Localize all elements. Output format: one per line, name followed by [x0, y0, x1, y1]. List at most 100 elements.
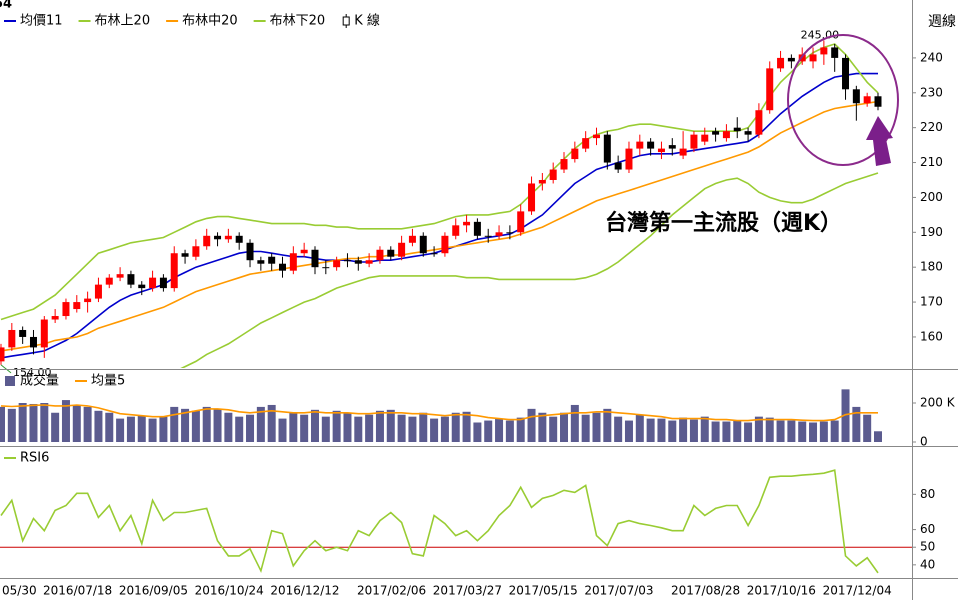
x-tick-label: 2017/10/16 [747, 584, 816, 598]
legend-swatch [342, 16, 350, 26]
annotation: 台灣第一主流股（週K） [605, 210, 842, 236]
candle-body [614, 162, 622, 170]
volume-bar [787, 420, 796, 442]
y-tick-label: 180 [920, 260, 943, 274]
volume-bar [700, 416, 709, 442]
y-tick-label: 220 [920, 120, 943, 134]
candle-body [19, 329, 27, 337]
candle-body [603, 134, 611, 163]
candle-body [733, 127, 741, 132]
volume-bar [722, 421, 731, 442]
candle-body [365, 260, 373, 264]
volume-bar [343, 412, 352, 442]
volume-bar [224, 412, 233, 442]
candle-body [874, 96, 882, 107]
candle-body [84, 298, 92, 303]
candle-body [863, 96, 871, 104]
volume-bar [852, 406, 861, 442]
volume-bar [874, 431, 882, 442]
candle-body [8, 329, 16, 348]
candle-body [701, 134, 709, 142]
candle-body [506, 232, 514, 234]
y-tick-label: 240 [920, 50, 943, 64]
candle-body [170, 253, 178, 289]
highlight-circle [787, 34, 899, 166]
volume-bar [592, 412, 601, 442]
y-tick-label: 160 [920, 329, 943, 343]
candle-body [582, 138, 590, 149]
legend-label: K 線 [354, 13, 380, 29]
volume-bar [581, 414, 590, 442]
candle-body [311, 249, 319, 268]
y-tick-label: 200 [920, 190, 943, 204]
legend-label: RSI6 [20, 451, 49, 466]
candle-body [192, 246, 200, 257]
y-tick-label: 170 [920, 295, 943, 309]
candle-body [452, 225, 460, 236]
volume-bar [181, 408, 190, 442]
volume-bar [549, 416, 558, 442]
candle-body [376, 249, 384, 261]
candle-body [116, 274, 124, 278]
candle-body [354, 260, 362, 264]
candle-body [138, 284, 146, 289]
candle-body [322, 267, 330, 269]
candle-body [571, 148, 579, 160]
volume-bar [657, 418, 666, 442]
volume-bar [830, 420, 839, 442]
candle-body [268, 256, 276, 264]
candle-body [279, 263, 287, 271]
candle-body [387, 249, 395, 257]
volume-bar [29, 403, 38, 442]
volume-bar [679, 417, 688, 442]
volume-bar [798, 421, 807, 442]
candle-body [181, 253, 189, 257]
candle-body [214, 235, 222, 240]
candle-body [246, 242, 254, 261]
volume-bar [397, 414, 406, 442]
legend-label: 布林上20 [95, 14, 151, 29]
candle-body [430, 253, 438, 255]
volume-bar [754, 416, 763, 442]
x-tick-label: 2017/02/06 [357, 584, 426, 598]
candle-body [257, 260, 265, 264]
volume-bar [408, 416, 417, 442]
volume-bar [51, 412, 60, 442]
candle-body [528, 183, 536, 212]
volume-bar [419, 412, 428, 442]
volume-bar [94, 410, 103, 442]
candle-body [755, 110, 763, 135]
volume-bar [40, 403, 49, 442]
volume-bar [18, 403, 27, 442]
volume-bar [159, 416, 168, 442]
volume-bar [332, 410, 341, 442]
volume-bar [484, 420, 493, 442]
legend-label: 布林下20 [270, 14, 326, 29]
volume-bar [365, 414, 374, 442]
x-tick-label: 2016/07/18 [43, 584, 112, 598]
volume-bar [202, 406, 211, 442]
candle-body [787, 57, 795, 62]
candle-body [777, 57, 785, 69]
volume-bar [105, 412, 114, 442]
volume-bar [191, 410, 200, 442]
volume-bar [505, 420, 514, 442]
x-tick-label: 2017/08/28 [671, 584, 740, 598]
candle-body [852, 89, 860, 104]
volume-bar [495, 418, 504, 442]
series-line [0, 43, 879, 321]
volume-bar [624, 420, 633, 442]
candle-body [398, 242, 406, 257]
x-tick-label: 2016/10/24 [195, 584, 264, 598]
volume-bar [7, 408, 16, 442]
candle-body [73, 302, 81, 310]
volume-bar [711, 421, 720, 442]
y-tick-label: 0 [920, 435, 928, 449]
volume-bar [440, 416, 449, 442]
volume-bar [765, 417, 774, 442]
y-tick-label: 80 [920, 487, 935, 501]
volume-bar [83, 406, 92, 442]
volume-bar [0, 406, 5, 442]
